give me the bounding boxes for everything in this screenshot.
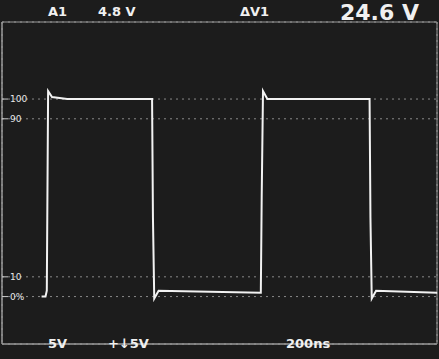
html-text:ΔV1: ΔV1 <box>240 4 270 19</box>
html-text:200ns: 200ns <box>286 336 331 351</box>
svg-text:0%: 0% <box>10 292 25 302</box>
html-text:A1: A1 <box>48 4 68 19</box>
html-text:24.6 V: 24.6 V <box>340 0 419 25</box>
svg-text:100: 100 <box>10 94 27 104</box>
svg-text:10: 10 <box>10 272 22 282</box>
html-text:+↓5V: +↓5V <box>108 336 149 351</box>
html-text:4.8 V: 4.8 V <box>98 4 136 19</box>
html-text:5V: 5V <box>48 336 68 351</box>
svg-text:90: 90 <box>10 114 22 124</box>
